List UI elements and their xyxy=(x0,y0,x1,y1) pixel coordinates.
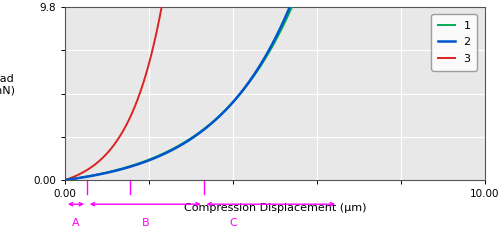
Text: C: C xyxy=(229,218,237,228)
X-axis label: Compression Displacement (μm): Compression Displacement (μm) xyxy=(184,203,366,213)
Text: B: B xyxy=(142,218,149,228)
Y-axis label: Load
(mN): Load (mN) xyxy=(0,74,14,96)
Text: A: A xyxy=(72,218,80,228)
Legend: 1, 2, 3: 1, 2, 3 xyxy=(432,14,478,71)
